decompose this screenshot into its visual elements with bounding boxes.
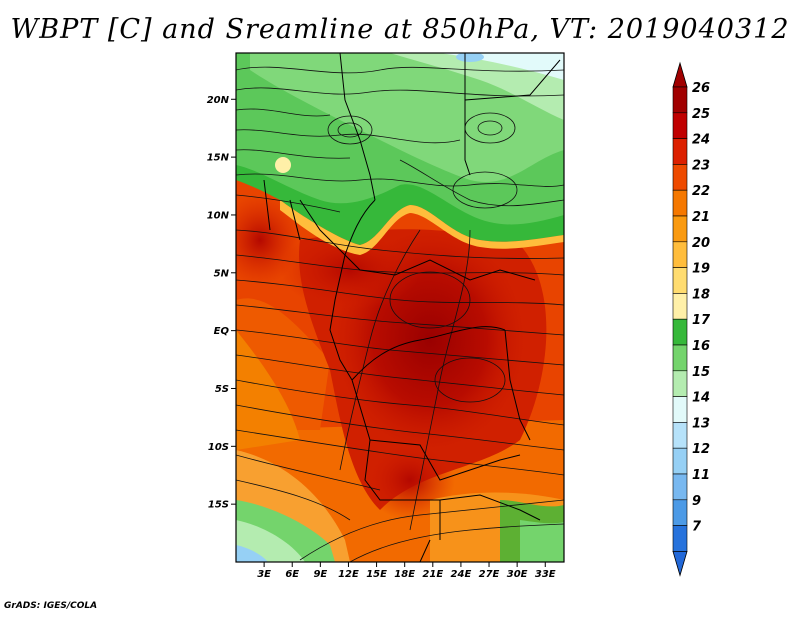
lon-tick-label: 12E [338, 569, 359, 580]
colorbar-label: 14 [692, 391, 710, 406]
colorbar-swatch [672, 164, 688, 191]
country-borders [263, 53, 561, 562]
lat-tick-label: 15N [207, 153, 230, 164]
colorbar-swatch [672, 138, 688, 165]
lon-tick-label: 6E [285, 569, 299, 580]
colorbar-label: 9 [692, 494, 701, 509]
colorbar-swatch [672, 344, 688, 372]
colorbar-swatch [672, 473, 688, 501]
colorbar-label: 20 [692, 236, 710, 251]
colorbar-swatch [672, 189, 688, 217]
lon-tick-label: 33E [535, 569, 556, 580]
colorbar-swatch [672, 447, 688, 475]
colorbar-label: 11 [692, 468, 710, 483]
lon-tick-label: 24E [451, 569, 472, 580]
lat-tick-label: 10N [207, 210, 230, 221]
colorbar-swatch [672, 370, 688, 397]
colorbar-label: 16 [692, 339, 710, 354]
credit-text: GrADS: IGES/COLA [4, 601, 98, 611]
colorbar-label: 12 [692, 442, 710, 457]
colorbar-label: 24 [692, 133, 710, 148]
temperature-field [236, 53, 564, 562]
lat-tick-label: 5N [214, 268, 230, 279]
colorbar-label: 19 [692, 262, 710, 277]
colorbar-bottom-arrow [672, 551, 688, 577]
lat-tick-label: EQ [214, 326, 230, 337]
lat-tick-label: 5S [215, 384, 229, 395]
colorbar-label: 13 [692, 416, 710, 431]
colorbar-label: 21 [692, 210, 710, 225]
longitude-axis: 3E 6E 9E 12E 15E 18E 21E 24E 27E 30E 33E [257, 562, 556, 580]
lon-tick-label: 15E [366, 569, 387, 580]
lon-tick-label: 21E [422, 569, 443, 580]
lat-tick-label: 10S [208, 442, 229, 453]
lat-tick-label: 15S [208, 500, 229, 511]
colorbar-label: 7 [692, 520, 702, 535]
colorbar-swatch [672, 241, 688, 268]
map-frame [235, 52, 565, 563]
colorbar-label: 25 [692, 107, 710, 122]
colorbar-swatch [672, 86, 688, 114]
colorbar-swatch [672, 422, 688, 449]
colorbar-top-arrow [672, 61, 688, 88]
lat-tick-label: 20N [207, 95, 230, 106]
colorbar-label: 23 [692, 158, 710, 173]
lon-tick-label: 30E [507, 569, 528, 580]
colorbar-swatch [672, 293, 688, 320]
colorbar-label: 18 [692, 287, 710, 302]
colorbar-swatch [672, 499, 688, 526]
lon-tick-label: 27E [479, 569, 500, 580]
colorbar: 26 25 24 23 22 21 20 19 18 17 16 15 14 13 12 11 9 7 [672, 61, 711, 577]
lon-tick-label: 9E [313, 569, 327, 580]
colorbar-label: 26 [692, 81, 710, 96]
colorbar-swatch [672, 112, 688, 139]
colorbar-label: 17 [692, 313, 711, 328]
colorbar-label: 15 [692, 365, 710, 380]
colorbar-swatch [672, 525, 688, 552]
colorbar-label: 22 [692, 184, 710, 199]
streamlines [236, 66, 564, 562]
colorbar-swatch [672, 318, 688, 346]
colorbar-swatch [672, 396, 688, 423]
latitude-axis: 20N 15N 10N 5N EQ 5S 10S 15S [207, 95, 236, 511]
lon-tick-label: 18E [394, 569, 415, 580]
chart-title: WBPT [C] and Sreamline at 850hPa, VT: 20… [10, 14, 790, 45]
lon-tick-label: 3E [257, 569, 271, 580]
colorbar-swatch [672, 267, 688, 294]
colorbar-swatch [672, 215, 688, 243]
